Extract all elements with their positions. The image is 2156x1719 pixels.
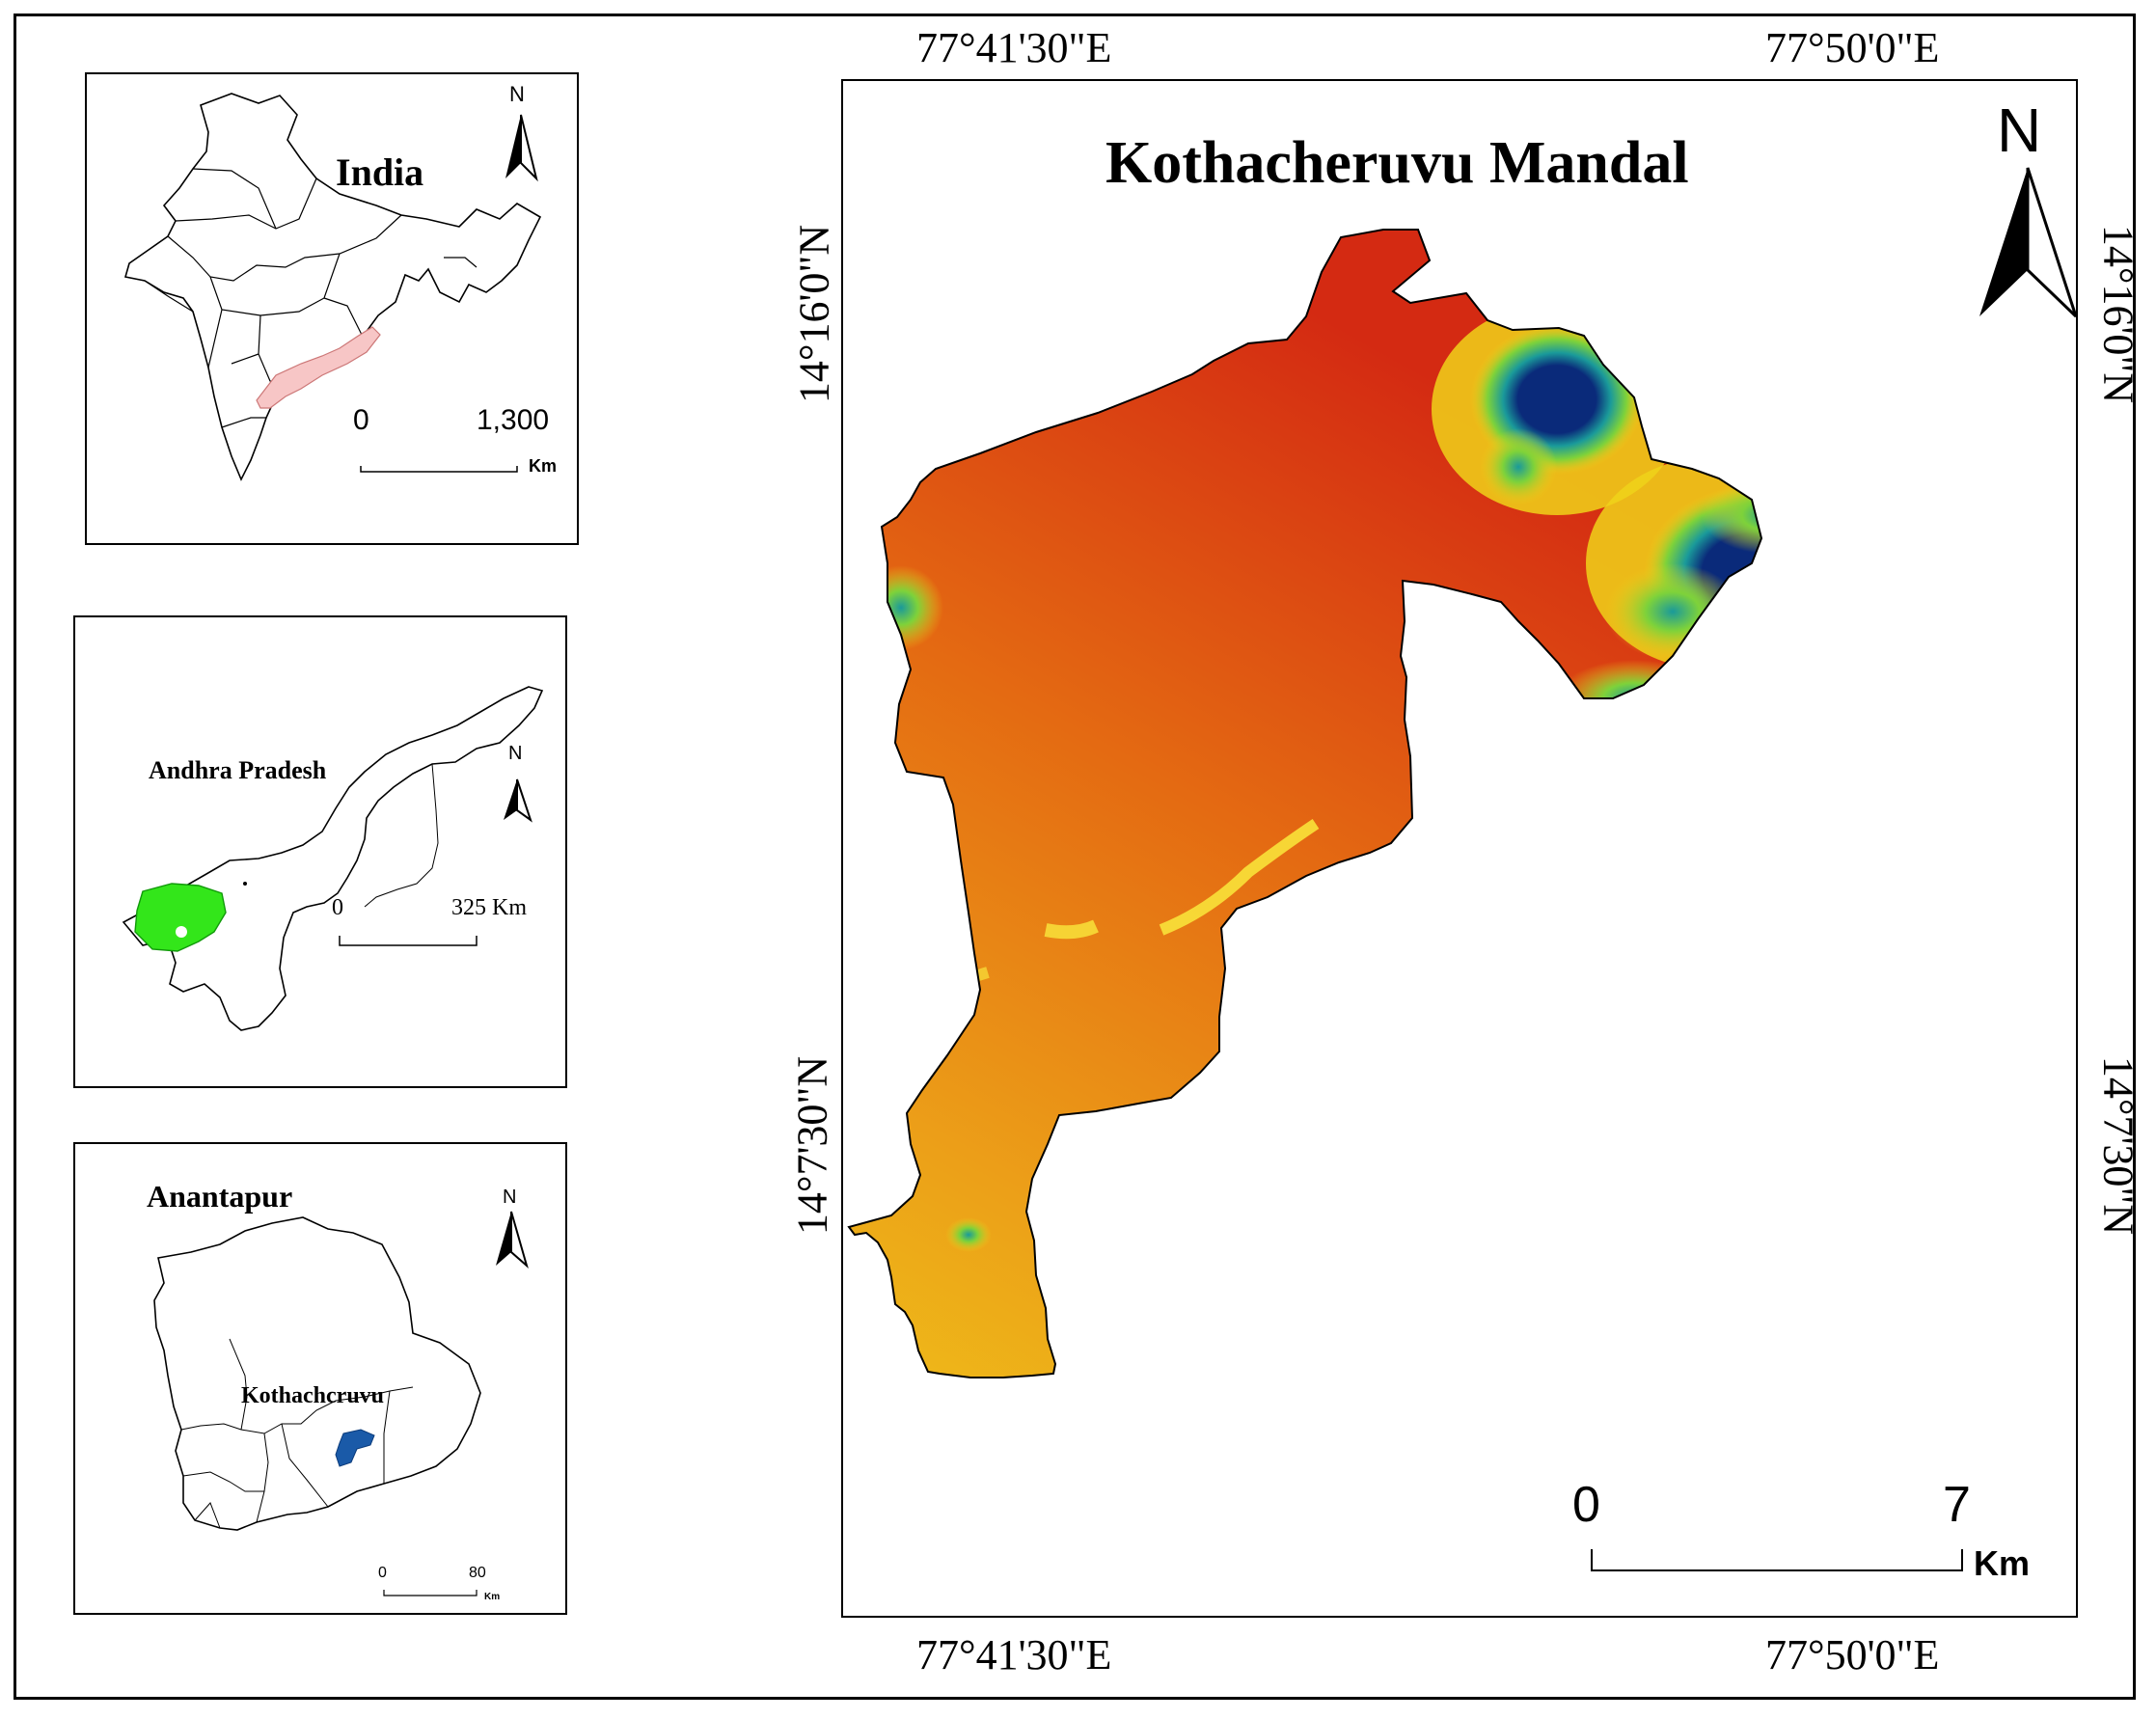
anantapur-north-label: N: [503, 1187, 517, 1208]
latitude-right-2: 14°7'30"N: [2094, 1055, 2142, 1236]
anantapur-outline-map: [153, 1211, 529, 1596]
ap-north-arrow-icon: [504, 778, 532, 823]
anantapur-scale-start: 0: [378, 1565, 387, 1581]
inset-anantapur: Anantapur N Kothachcruvu 0 80 Km: [73, 1142, 567, 1615]
anantapur-scale-end: 80: [469, 1565, 486, 1581]
india-north-arrow-icon: [505, 114, 538, 182]
main-scale-start: 0: [1572, 1477, 1600, 1533]
india-scale-end: 1,300: [477, 404, 550, 436]
india-scale-bar: [360, 466, 518, 473]
inset-andhra-pradesh: Andhra Pradesh N 0 325 Km: [73, 615, 567, 1088]
ap-scale-start: 0: [332, 895, 343, 920]
india-outline-map: [123, 93, 542, 481]
anantapur-place-label: Kothachcruvu: [241, 1383, 385, 1408]
longitude-top-2: 77°50'0"E: [1765, 24, 1940, 71]
ap-north-label: N: [508, 743, 523, 764]
anantapur-north-arrow-icon: [496, 1211, 529, 1269]
anantapur-boundary: [153, 1216, 481, 1531]
main-north-label: N: [1997, 96, 2042, 165]
main-scale-bar: [1591, 1549, 1963, 1571]
inset-india: India N 0 1,300 Km: [85, 72, 579, 545]
main-north-arrow-icon: [1979, 167, 2078, 318]
mandal-elevation-raster: [849, 230, 1761, 1378]
india-scale-unit: Km: [529, 456, 558, 476]
longitude-bottom-2: 77°50'0"E: [1765, 1631, 1940, 1678]
anantapur-title: Anantapur: [147, 1179, 293, 1214]
andhra-pradesh-anantapur-highlight: [134, 883, 227, 952]
main-map-title: Kothacheruvu Mandal: [1105, 130, 1689, 196]
anantapur-kothacheruvu-highlight: [335, 1429, 375, 1467]
india-scale-start: 0: [353, 404, 369, 436]
anantapur-scale-unit: Km: [484, 1592, 501, 1602]
map-frame: [14, 14, 2136, 1700]
latitude-right-1: 14°16'0"N: [2094, 224, 2142, 404]
kothacheruvu-elevation-map: [848, 167, 2078, 1571]
ap-scale-end: 325 Km: [451, 895, 527, 920]
latitude-left-2: 14°7'30"N: [788, 1055, 836, 1236]
longitude-bottom-1: 77°41'30"E: [916, 1631, 1112, 1678]
andhra-pradesh-outline-map: [122, 686, 544, 1031]
main-scale-end: 7: [1943, 1477, 1971, 1533]
andhra-pradesh-boundary: [122, 686, 544, 1031]
india-andhra-pradesh-highlight: [256, 326, 381, 409]
main-scale-unit: Km: [1974, 1543, 2031, 1583]
ap-title: Andhra Pradesh: [149, 756, 327, 784]
anantapur-scale-bar: [383, 1590, 478, 1596]
longitude-top-1: 77°41'30"E: [916, 24, 1112, 71]
india-north-label: N: [509, 82, 525, 106]
main-map-panel: Kothacheruvu Mandal N 0 7 Km: [841, 79, 2078, 1618]
ap-scale-bar: [339, 936, 478, 946]
india-title: India: [336, 150, 424, 194]
latitude-left-1: 14°16'0"N: [790, 224, 838, 404]
